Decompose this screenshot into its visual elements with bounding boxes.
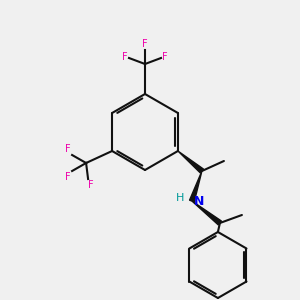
- Polygon shape: [190, 171, 202, 202]
- Polygon shape: [192, 201, 221, 225]
- Text: F: F: [142, 39, 148, 49]
- Text: F: F: [65, 144, 71, 154]
- Text: F: F: [88, 180, 94, 190]
- Text: F: F: [122, 52, 128, 62]
- Text: F: F: [162, 52, 168, 62]
- Text: H: H: [176, 193, 184, 203]
- Text: N: N: [194, 194, 204, 208]
- Polygon shape: [178, 151, 203, 173]
- Text: F: F: [65, 172, 71, 182]
